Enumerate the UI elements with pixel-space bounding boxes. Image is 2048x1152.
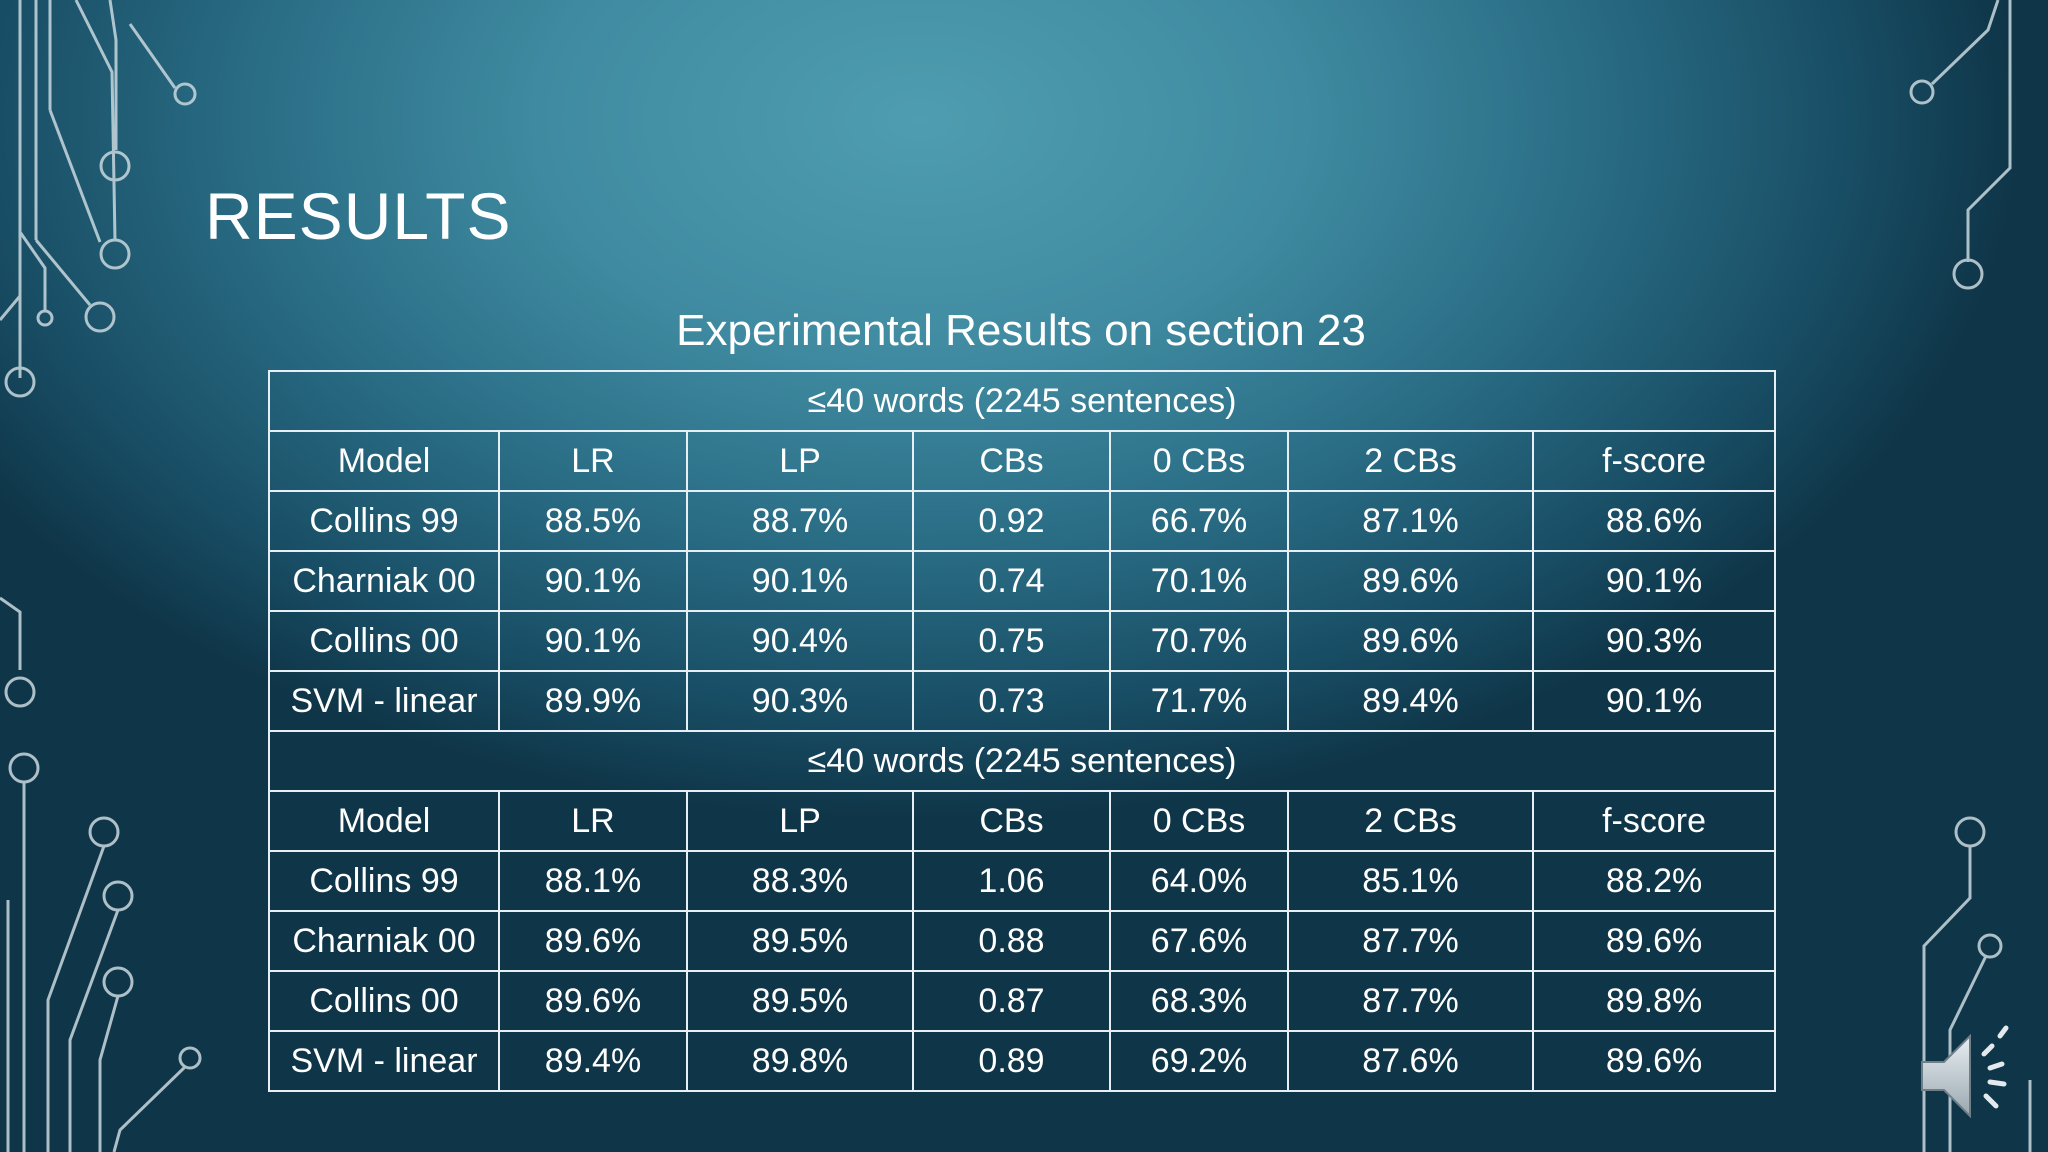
column-header: f-score bbox=[1531, 790, 1777, 852]
table-cell: Charniak 00 bbox=[268, 910, 500, 972]
table-cell: 90.3% bbox=[686, 670, 914, 732]
table-cell: 1.06 bbox=[912, 850, 1111, 912]
table-cell: 66.7% bbox=[1109, 490, 1289, 552]
group-header-row: ≤40 words (2245 sentences) bbox=[267, 370, 1777, 432]
table-cell: 0.74 bbox=[912, 550, 1111, 612]
table-cell: 85.1% bbox=[1287, 850, 1534, 912]
column-header: Model bbox=[268, 790, 500, 852]
table-cell: 89.6% bbox=[1287, 610, 1534, 672]
table-cell: 0.89 bbox=[912, 1030, 1111, 1092]
table-cell: 89.5% bbox=[686, 970, 914, 1032]
table-cell: 89.6% bbox=[1531, 1030, 1777, 1092]
table-cell: 88.7% bbox=[686, 490, 914, 552]
table-cell: 87.6% bbox=[1287, 1030, 1534, 1092]
table-cell: 88.5% bbox=[498, 490, 688, 552]
table-cell: 67.6% bbox=[1109, 910, 1289, 972]
group-header: ≤40 words (2245 sentences) bbox=[267, 370, 1777, 432]
column-header: LP bbox=[686, 790, 914, 852]
table-row: Charniak 00 89.6% 89.5% 0.88 67.6% 87.7%… bbox=[268, 910, 1777, 972]
table-row: Charniak 00 90.1% 90.1% 0.74 70.1% 89.6%… bbox=[268, 550, 1777, 612]
table-cell: 70.1% bbox=[1109, 550, 1289, 612]
table-cell: 0.87 bbox=[912, 970, 1111, 1032]
column-header: Model bbox=[268, 430, 500, 492]
table-cell: 89.4% bbox=[498, 1030, 688, 1092]
slide-title: RESULTS bbox=[205, 179, 512, 253]
table-cell: 88.2% bbox=[1531, 850, 1777, 912]
column-header: 2 CBs bbox=[1287, 430, 1534, 492]
table-cell: 64.0% bbox=[1109, 850, 1289, 912]
table-cell: 88.1% bbox=[498, 850, 688, 912]
table-cell: 89.6% bbox=[498, 910, 688, 972]
table-cell: Collins 99 bbox=[268, 850, 500, 912]
table-cell: 90.1% bbox=[1531, 670, 1777, 732]
group-header: ≤40 words (2245 sentences) bbox=[267, 730, 1777, 792]
table-cell: 90.1% bbox=[1531, 550, 1777, 612]
table-cell: 90.1% bbox=[498, 550, 688, 612]
table-cell: 89.8% bbox=[686, 1030, 914, 1092]
table-cell: 90.3% bbox=[1531, 610, 1777, 672]
results-table: ≤40 words (2245 sentences) Model LR LP C… bbox=[267, 370, 1777, 1092]
table-cell: 0.75 bbox=[912, 610, 1111, 672]
table-row: Collins 99 88.5% 88.7% 0.92 66.7% 87.1% … bbox=[268, 490, 1777, 552]
column-header: CBs bbox=[912, 790, 1111, 852]
table-cell: SVM - linear bbox=[268, 1030, 500, 1092]
table-cell: Collins 00 bbox=[268, 970, 500, 1032]
table-cell: 90.4% bbox=[686, 610, 914, 672]
table-cell: 0.73 bbox=[912, 670, 1111, 732]
table-cell: 89.6% bbox=[1531, 910, 1777, 972]
table-row: SVM - linear 89.4% 89.8% 0.89 69.2% 87.6… bbox=[268, 1030, 1777, 1092]
column-header: 0 CBs bbox=[1109, 790, 1289, 852]
table-cell: Charniak 00 bbox=[268, 550, 500, 612]
table-cell: 90.1% bbox=[498, 610, 688, 672]
table-cell: 87.1% bbox=[1287, 490, 1534, 552]
table-cell: 89.9% bbox=[498, 670, 688, 732]
table-cell: 71.7% bbox=[1109, 670, 1289, 732]
table-cell: 89.6% bbox=[1287, 550, 1534, 612]
column-header: LR bbox=[498, 790, 688, 852]
table-row: Collins 00 90.1% 90.4% 0.75 70.7% 89.6% … bbox=[268, 610, 1777, 672]
table-row: Collins 99 88.1% 88.3% 1.06 64.0% 85.1% … bbox=[268, 850, 1777, 912]
column-header-row: Model LR LP CBs 0 CBs 2 CBs f-score bbox=[268, 430, 1777, 492]
table-cell: 69.2% bbox=[1109, 1030, 1289, 1092]
table-cell: 70.7% bbox=[1109, 610, 1289, 672]
table-cell: 89.5% bbox=[686, 910, 914, 972]
column-header: f-score bbox=[1531, 430, 1777, 492]
speaker-icon[interactable] bbox=[1918, 1024, 2028, 1124]
column-header-row: Model LR LP CBs 0 CBs 2 CBs f-score bbox=[268, 790, 1777, 852]
table-cell: 0.92 bbox=[912, 490, 1111, 552]
table-row: SVM - linear 89.9% 90.3% 0.73 71.7% 89.4… bbox=[268, 670, 1777, 732]
table-cell: 0.88 bbox=[912, 910, 1111, 972]
table-cell: 89.4% bbox=[1287, 670, 1534, 732]
table-cell: 87.7% bbox=[1287, 910, 1534, 972]
table-cell: Collins 99 bbox=[268, 490, 500, 552]
column-header: 2 CBs bbox=[1287, 790, 1534, 852]
table-cell: 89.8% bbox=[1531, 970, 1777, 1032]
table-cell: 68.3% bbox=[1109, 970, 1289, 1032]
column-header: CBs bbox=[912, 430, 1111, 492]
table-cell: 90.1% bbox=[686, 550, 914, 612]
column-header: LP bbox=[686, 430, 914, 492]
table-cell: SVM - linear bbox=[268, 670, 500, 732]
table-cell: 87.7% bbox=[1287, 970, 1534, 1032]
group-header-row: ≤40 words (2245 sentences) bbox=[267, 730, 1777, 792]
table-row: Collins 00 89.6% 89.5% 0.87 68.3% 87.7% … bbox=[268, 970, 1777, 1032]
column-header: LR bbox=[498, 430, 688, 492]
table-caption: Experimental Results on section 23 bbox=[676, 306, 1366, 355]
table-cell: 88.6% bbox=[1531, 490, 1777, 552]
column-header: 0 CBs bbox=[1109, 430, 1289, 492]
table-cell: 89.6% bbox=[498, 970, 688, 1032]
table-cell: 88.3% bbox=[686, 850, 914, 912]
table-cell: Collins 00 bbox=[268, 610, 500, 672]
